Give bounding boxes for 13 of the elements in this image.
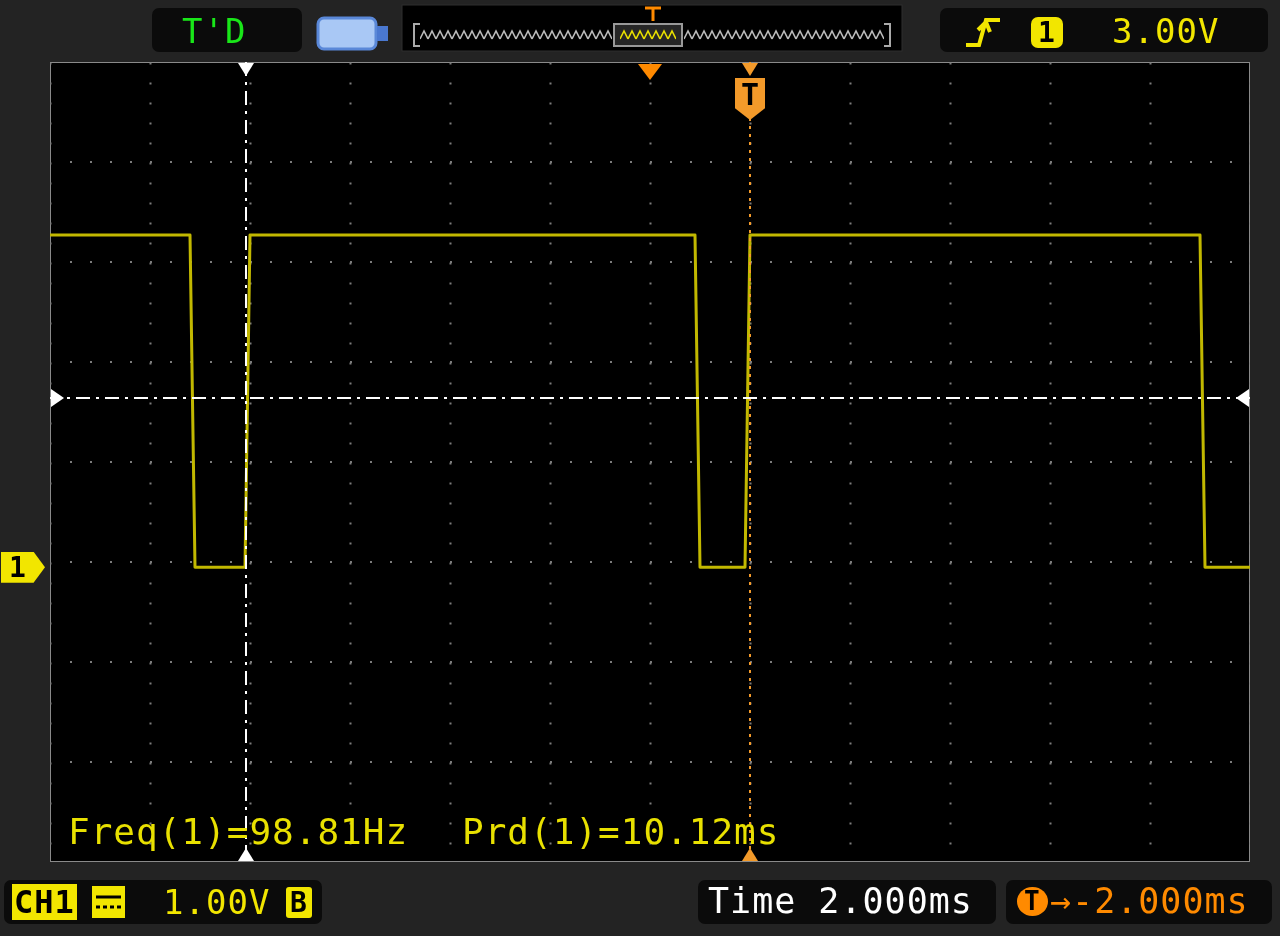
annotation: Prd(1)=10.12ms <box>462 811 780 852</box>
text: CH1 <box>12 883 77 921</box>
text: Time 2.000ms <box>708 880 973 921</box>
text: T <box>735 77 765 120</box>
text: 1.00V <box>163 882 271 922</box>
annotation: Freq(1)=98.81Hz <box>68 811 409 852</box>
text: B <box>286 885 312 919</box>
text: 1 <box>1031 15 1063 49</box>
text: T <box>1017 885 1048 916</box>
text: →-2.000ms <box>1050 880 1249 921</box>
text: T'D <box>182 11 247 51</box>
text: 1 <box>1 550 45 584</box>
text: 3.00V <box>1112 11 1220 51</box>
